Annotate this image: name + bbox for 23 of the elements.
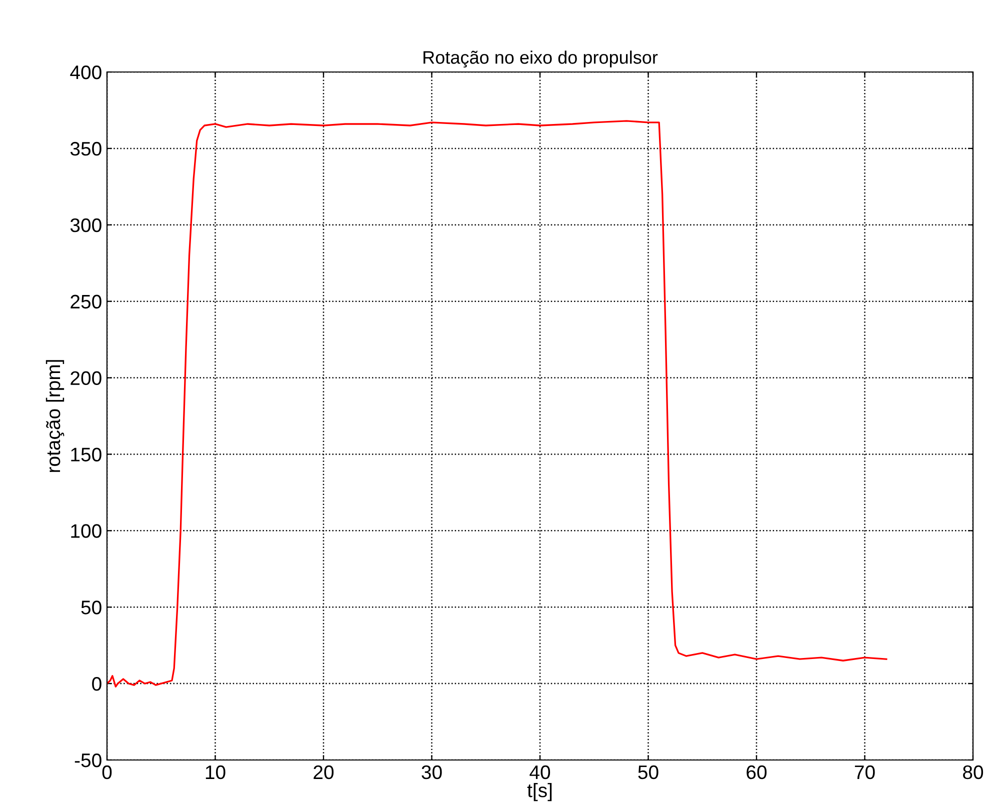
y-tick-label: 200 bbox=[70, 371, 102, 386]
x-tick-label: 0 bbox=[102, 765, 112, 780]
y-tick-label: -50 bbox=[74, 753, 102, 768]
line-series bbox=[107, 120, 888, 688]
y-tick-label: 100 bbox=[71, 524, 102, 538]
x-tick-label: 30 bbox=[422, 765, 442, 780]
y-tick-label: 150 bbox=[71, 448, 102, 462]
x-tick-label: 70 bbox=[854, 765, 875, 780]
y-tick-label: 300 bbox=[70, 218, 102, 232]
x-tick-label: 60 bbox=[746, 765, 767, 780]
y-tick-label: 350 bbox=[70, 142, 102, 156]
x-tick-label: 20 bbox=[314, 765, 334, 780]
y-axis-title: rotação [rpm] bbox=[46, 360, 64, 472]
y-tick-label: 0 bbox=[92, 677, 102, 691]
y-tick-label: 400 bbox=[70, 65, 102, 80]
chart-title: Rotação no eixo do propulsor bbox=[424, 50, 658, 68]
x-tick-label: 80 bbox=[963, 765, 984, 780]
x-tick-label: 50 bbox=[638, 765, 658, 780]
x-tick-label: 10 bbox=[206, 765, 226, 780]
y-tick-label: 250 bbox=[70, 294, 102, 309]
x-axis-title: t[s] bbox=[527, 782, 552, 802]
x-tick-label: 40 bbox=[530, 765, 550, 780]
y-tick-label: 50 bbox=[81, 600, 102, 614]
